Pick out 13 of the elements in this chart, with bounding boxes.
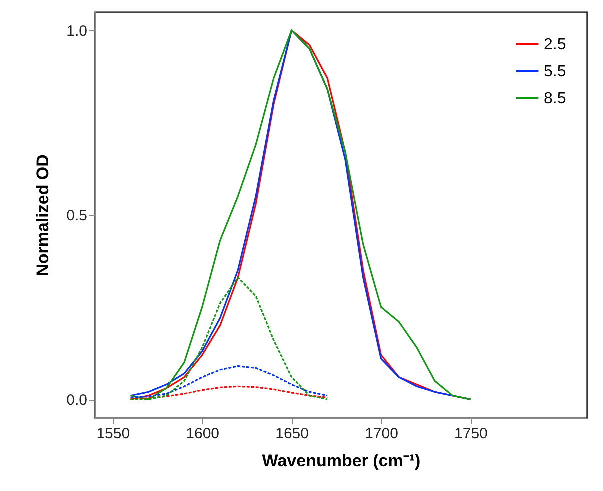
y-tick-label: 1.0 [66,22,88,40]
y-tick-label: 0.0 [66,392,88,410]
legend-label: 8.5 [544,90,566,108]
x-axis-title: Wavenumber (cm⁻¹) [262,452,421,470]
x-tick-label: 1550 [96,426,130,442]
x-tick-label: 1650 [276,426,309,442]
y-axis-title: Normalized OD [34,154,53,276]
legend-label: 5.5 [544,64,566,80]
x-tick-label: 1750 [454,426,488,442]
x-tick-label: 1700 [365,426,398,442]
x-tick-label: 1600 [186,426,220,442]
y-tick-label: 0.5 [66,208,88,224]
legend-label: 2.5 [544,36,566,54]
